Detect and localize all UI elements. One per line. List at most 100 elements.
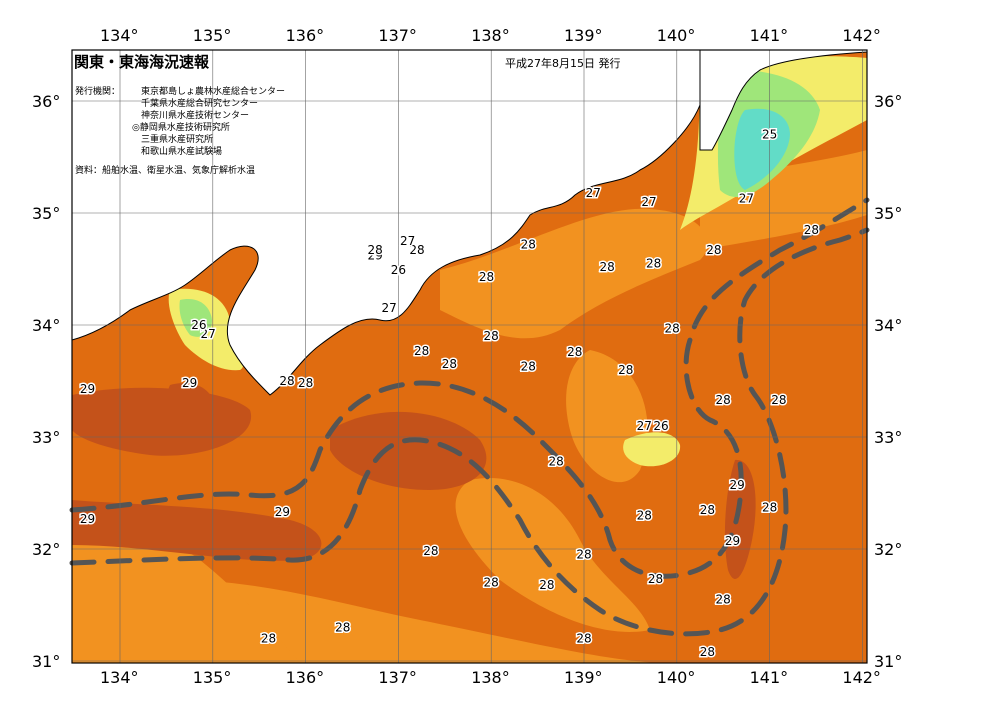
issuer-3: 神奈川県水産技術センター (141, 111, 250, 121)
longitude-label: 138° (471, 26, 510, 45)
latitude-label: 36° (32, 92, 61, 111)
temperature-label: 26 (191, 318, 206, 332)
temperature-label: 28 (423, 544, 438, 558)
temperature-label: 27 (586, 186, 601, 200)
temperature-label: 28 (576, 632, 591, 646)
longitude-label: 141° (749, 26, 789, 45)
sst-band-29-muroto (167, 382, 215, 428)
sst-band-23-boso (734, 108, 790, 190)
latitude-label: 32° (874, 540, 903, 559)
temperature-label: 25 (762, 128, 777, 142)
temperature-label: 28 (618, 363, 633, 377)
longitude-label: 135° (192, 668, 232, 687)
sst-band-24-osaka-bay (179, 299, 212, 337)
latitude-label: 35° (32, 204, 61, 223)
map-frame (71, 49, 868, 664)
longitude-label: 140° (656, 26, 696, 45)
temperature-label: 28 (700, 503, 715, 517)
sst-band-27-southwest (72, 517, 300, 663)
temperature-label: 28 (368, 243, 383, 257)
longitude-label: 134° (100, 668, 139, 687)
latitude-label: 34° (874, 316, 903, 335)
longitude-label: 139° (564, 668, 603, 687)
longitude-label: 136° (285, 26, 325, 45)
temperature-label: 26 (653, 419, 668, 433)
temperature-label: 27 (739, 191, 754, 205)
latitude-label: 34° (32, 316, 61, 335)
temperature-label: 29 (182, 376, 197, 390)
temperature-label: 27 (637, 419, 652, 433)
latitude-label: 33° (32, 428, 61, 447)
issuers-label: 発行機関： (75, 87, 121, 97)
issuer-5: 三重県水産研究所 (141, 135, 214, 145)
longitude-label: 142° (842, 668, 881, 687)
temperature-label: 28 (298, 376, 313, 390)
lat-lon-grid (72, 50, 867, 663)
temperature-label: 28 (804, 223, 819, 237)
longitude-label: 142° (842, 26, 881, 45)
temperature-label: 28 (762, 501, 777, 515)
temperature-label: 28 (716, 393, 731, 407)
latitude-label: 32° (32, 540, 61, 559)
temperature-label: 29 (729, 478, 744, 492)
temperature-label: 28 (700, 645, 715, 659)
temperature-label: 28 (549, 455, 564, 469)
latitude-label: 33° (874, 428, 903, 447)
longitude-label: 134° (100, 26, 139, 45)
latitude-label: 31° (32, 652, 61, 671)
temperature-label: 27 (400, 234, 415, 248)
longitude-label: 136° (285, 668, 325, 687)
temperature-label: 28 (567, 345, 582, 359)
issuer-2: 千葉県水産総合研究センター (141, 99, 259, 109)
temperature-label: 29 (80, 382, 95, 396)
temperature-label: 28 (521, 359, 536, 373)
temperature-label: 28 (442, 357, 457, 371)
temperature-label: 28 (414, 344, 429, 358)
temperature-label: 29 (725, 534, 740, 548)
temperature-label: 28 (279, 374, 294, 388)
sst-band-27-north-coast (440, 208, 708, 339)
temperature-label: 28 (576, 548, 591, 562)
temperature-label: 27 (641, 195, 656, 209)
longitude-label: 139° (564, 26, 603, 45)
temperature-label: 28 (771, 393, 786, 407)
temperature-label: 28 (335, 620, 350, 634)
kuroshio-axis-south (69, 227, 870, 637)
map-title: 関東・東海海況速報 (74, 53, 210, 71)
issuer-1: 東京都島しょ農林水産総合センター (141, 87, 286, 97)
temperature-label: 28 (484, 576, 499, 590)
temperature-label: 26 (391, 263, 406, 277)
data-sources: 資料：船舶水温、衛星水温、気象庁解析水温 (75, 166, 256, 176)
temperature-label: 28 (484, 329, 499, 343)
longitude-label: 135° (192, 26, 232, 45)
temperature-label: 28 (479, 270, 494, 284)
issue-date: 平成27年8月15日 発行 (505, 57, 621, 70)
sst-band-27-center (455, 478, 650, 632)
longitude-label: 137° (378, 26, 417, 45)
temperature-label: 28 (716, 592, 731, 606)
temperature-label: 28 (706, 243, 721, 257)
land-mass (71, 49, 868, 396)
temperature-label: 28 (600, 260, 615, 274)
latitude-label: 35° (874, 204, 903, 223)
temperature-label: 27 (381, 301, 396, 315)
kuroshio-axis-north (69, 197, 870, 579)
temperature-label: 28 (521, 237, 536, 251)
latitude-label: 31° (874, 652, 903, 671)
sst-band-26-izu (623, 432, 681, 467)
temperature-label: 28 (637, 508, 652, 522)
sst-band-29-southwest (72, 500, 322, 561)
latitude-label: 36° (874, 92, 903, 111)
issuer-4: ◎静岡県水産技術研究所 (132, 123, 230, 133)
temperature-label: 28 (648, 572, 663, 586)
temperature-label: 29 (368, 249, 383, 263)
longitude-label: 137° (378, 668, 417, 687)
temperature-label: 28 (539, 578, 554, 592)
longitude-label: 141° (749, 668, 789, 687)
issuer-6: 和歌山県水産試験場 (141, 147, 223, 157)
temperature-label: 28 (409, 243, 424, 257)
temperature-label: 28 (665, 321, 680, 335)
temperature-label: 28 (261, 632, 276, 646)
